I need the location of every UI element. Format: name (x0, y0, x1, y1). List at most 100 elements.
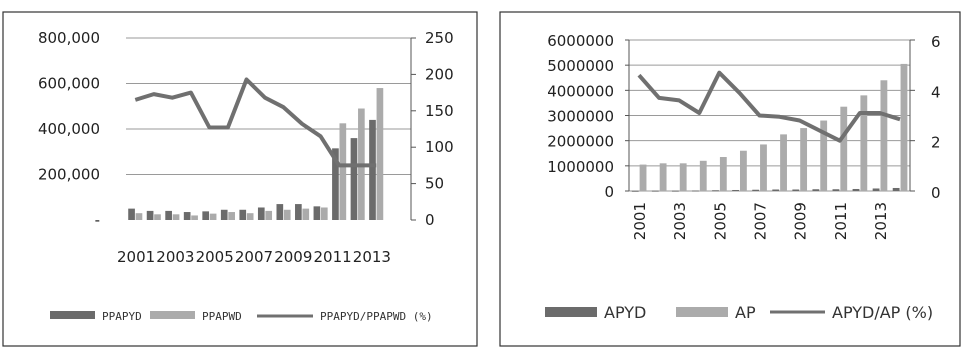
legend-label: APYD (604, 303, 646, 322)
right-axis-tick-label: 6 (931, 33, 941, 51)
bar-ppapyd (220, 209, 228, 220)
left-chart-legend: PPAPYD PPAPWD PPAPYD/PPAPWD (%) (50, 310, 433, 323)
left-axis-tick-label: 5000000 (547, 57, 614, 75)
bar-ppapwd (154, 214, 161, 220)
x-axis-tick-label: 2011 (832, 202, 850, 240)
bar-ppapwd (339, 123, 347, 220)
bar-ap (760, 144, 767, 191)
bar-apyd (712, 190, 719, 192)
left-axis-tick-label: 0 (604, 183, 614, 201)
bar-ppapwd (246, 213, 254, 220)
left-chart-frame (2, 11, 478, 347)
bar-apyd (792, 189, 800, 191)
left-axis-tick-label: 600,000 (38, 75, 100, 93)
left-chart-right-axis-ticks: 250 200 150 100 50 0 (411, 29, 454, 229)
bar-ap (719, 157, 727, 191)
bar-apyd (832, 189, 840, 191)
bar-ppapwd (283, 209, 291, 220)
right-chart-left-axis-ticks: 6000000 5000000 4000000 3000000 2000000 10000… (547, 32, 629, 201)
bar-apyd (772, 189, 780, 191)
bar-ppapwd (302, 208, 310, 220)
x-axis-tick-label: 2009 (274, 248, 312, 266)
left-axis-tick-label: 1000000 (547, 158, 614, 176)
left-chart-left-axis-ticks: 800,000 600,000 400,000 200,000 - (38, 29, 100, 229)
right-chart-x-axis-ticks: 2001 2003 2005 2007 2009 2011 2013 (631, 202, 890, 240)
legend-label: AP (735, 303, 756, 322)
left-axis-tick-label: 400,000 (38, 120, 100, 138)
left-axis-tick-label: 4000000 (547, 82, 614, 100)
bar-ppapyd (295, 204, 302, 220)
bar-ap (679, 163, 687, 191)
bar-ppapwd (228, 212, 235, 220)
x-axis-tick-label: 2001 (117, 248, 155, 266)
bar-ap (800, 128, 808, 191)
left-axis-tick-label: 2000000 (547, 133, 614, 151)
bar-ppapyd (313, 206, 321, 220)
bar-ap (639, 164, 647, 191)
x-axis-tick-label: 2009 (792, 202, 810, 240)
left-axis-tick-label: 200,000 (38, 166, 100, 184)
bar-apyd (752, 189, 760, 191)
bar-apyd (732, 189, 739, 191)
bar-ap (739, 150, 747, 191)
bar-ppapyd (257, 207, 265, 220)
ratio-line-series (134, 77, 377, 168)
bar-ppapyd (202, 211, 210, 220)
x-axis-tick-label: 2003 (671, 202, 689, 240)
bar-ap (699, 160, 707, 191)
right-chart-right-axis-ticks: 6 4 2 0 (910, 33, 941, 202)
x-axis-tick-label: 2003 (156, 248, 194, 266)
legend-label: PPAPYD (102, 310, 142, 323)
x-axis-tick-label: 2007 (235, 248, 273, 266)
bar-apyd (812, 189, 820, 191)
bar-ppapwd (265, 210, 273, 220)
right-axis-tick-label: 2 (931, 134, 941, 152)
left-chart-x-axis-ticks: 2001 2003 2005 2007 2009 2011 2013 (117, 248, 391, 266)
legend-swatch-ppapwd (150, 311, 195, 319)
bar-ppapwd (191, 215, 198, 220)
bar-ppapyd (276, 204, 284, 220)
bar-apyd (671, 190, 679, 192)
right-axis-tick-label: 200 (425, 65, 454, 83)
bar-ppapwd (135, 213, 143, 220)
bar-ppapyd (239, 209, 247, 220)
bar-ppapyd (350, 138, 358, 220)
bar-ppapyd (128, 208, 135, 220)
right-axis-tick-label: 50 (425, 175, 444, 193)
bar-ap (860, 95, 868, 191)
bar-ppapwd (320, 207, 328, 220)
legend-swatch-ap (676, 307, 728, 317)
left-axis-tick-label: 800,000 (38, 29, 100, 47)
right-axis-tick-label: 0 (931, 184, 941, 202)
left-axis-tick-label: 3000000 (547, 108, 614, 126)
right-axis-tick-label: 150 (425, 102, 454, 120)
bar-ap (659, 163, 667, 191)
x-axis-tick-label: 2001 (631, 202, 649, 240)
bar-ap (820, 120, 828, 191)
x-axis-tick-label: 2005 (711, 202, 729, 240)
legend-label: PPAPWD (202, 310, 242, 323)
bar-ppapyd (369, 119, 376, 220)
bar-ppapyd (183, 212, 191, 220)
bar-ap (840, 106, 848, 191)
right-axis-tick-label: 0 (425, 211, 435, 229)
legend-label: APYD/AP (%) (832, 303, 933, 322)
bar-apyd (631, 190, 639, 192)
bar-ppapyd (146, 210, 154, 220)
x-axis-tick-label: 2005 (196, 248, 234, 266)
bar-ppapyd (332, 148, 339, 220)
bar-ap (880, 80, 888, 191)
legend-swatch-apyd (545, 307, 597, 317)
bar-ppapyd (165, 210, 172, 220)
left-chart-ratio-line (134, 77, 377, 168)
bar-ppapwd (172, 214, 180, 220)
right-chart-legend: APYD AP APYD/AP (%) (545, 303, 933, 322)
right-chart: 6000000 5000000 4000000 3000000 2000000 10000… (545, 32, 941, 322)
right-axis-tick-label: 4 (931, 83, 941, 101)
bar-ppapwd (376, 88, 384, 220)
left-axis-tick-label: 6000000 (547, 32, 614, 50)
legend-label: PPAPYD/PPAPWD (%) (320, 310, 433, 323)
bar-apyd (852, 188, 860, 191)
bar-ppapwd (209, 213, 217, 220)
